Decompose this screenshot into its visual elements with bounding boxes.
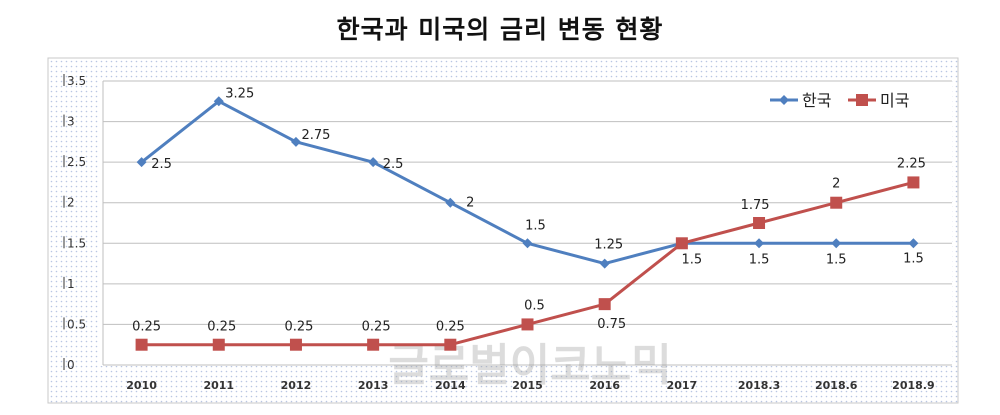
- x-tick-label: 2013: [358, 379, 389, 392]
- data-label: 2: [832, 177, 840, 192]
- data-label: 0.25: [284, 320, 313, 335]
- legend-marker-usa: [856, 94, 868, 106]
- x-tick-label: 2014: [435, 379, 466, 392]
- data-point-korea: [831, 238, 842, 249]
- y-tick-label: 0: [67, 358, 75, 372]
- legend-label: 한국: [802, 91, 831, 110]
- data-point-korea: [368, 157, 379, 168]
- x-tick-label: 2011: [203, 379, 234, 392]
- data-label: 0.25: [436, 320, 465, 335]
- data-point-korea: [213, 96, 224, 107]
- data-label: 1.75: [741, 198, 770, 213]
- data-point-usa: [212, 338, 225, 351]
- data-label: 0.25: [132, 320, 161, 335]
- x-tick-label: 2016: [589, 379, 620, 392]
- y-tick-label: 0.5: [67, 317, 86, 331]
- data-point-usa: [598, 298, 611, 311]
- data-label: 1.25: [594, 238, 623, 253]
- x-tick-label: 2018.3: [738, 379, 780, 392]
- data-label: 1.5: [525, 218, 546, 233]
- data-label: 2: [466, 196, 474, 211]
- data-point-usa: [521, 318, 534, 331]
- data-label: 1.5: [682, 252, 703, 267]
- y-tick-label: 3: [67, 115, 75, 129]
- data-label: 1.5: [749, 252, 770, 267]
- x-tick-label: 2017: [667, 379, 698, 392]
- data-label: 2.75: [301, 128, 330, 143]
- plot-area: [100, 80, 952, 366]
- data-point-usa: [675, 237, 688, 250]
- data-label: 0.5: [524, 298, 545, 313]
- y-tick-label: 1.5: [67, 236, 86, 250]
- legend-label: 미국: [880, 91, 909, 110]
- y-tick-label: 3.5: [67, 74, 86, 88]
- x-tick-label: 2018.6: [815, 379, 858, 392]
- watermark: 글로벌이코노믹: [388, 340, 671, 391]
- data-label: 2.25: [897, 156, 926, 171]
- data-label: 0.25: [362, 320, 391, 335]
- x-tick-label: 2010: [126, 379, 157, 392]
- data-point-usa: [367, 338, 380, 351]
- data-point-usa: [907, 176, 920, 189]
- data-point-usa: [135, 338, 148, 351]
- x-tick-label: 2012: [281, 379, 312, 392]
- data-point-korea: [908, 238, 919, 249]
- data-point-usa: [753, 217, 766, 229]
- x-tick-label: 2015: [512, 379, 543, 392]
- legend-marker-korea: [779, 95, 789, 105]
- y-tick-label: 1: [67, 277, 75, 291]
- data-label: 3.25: [225, 86, 254, 101]
- data-label: 2.5: [151, 157, 172, 172]
- chart-title: 한국과 미국의 금리 변동 현황: [336, 15, 664, 44]
- data-point-korea: [754, 238, 765, 249]
- data-label: 1.5: [903, 251, 924, 266]
- x-tick-label: 2018.9: [892, 379, 934, 392]
- data-point-korea: [522, 238, 533, 249]
- data-label: 0.75: [597, 317, 626, 332]
- data-label: 1.5: [826, 252, 847, 267]
- y-tick-label: 2: [67, 196, 75, 210]
- data-point-usa: [444, 338, 457, 351]
- data-point-korea: [445, 197, 456, 208]
- data-point-korea: [290, 136, 301, 147]
- y-tick-label: 2.5: [67, 155, 86, 169]
- data-point-korea: [599, 258, 610, 269]
- data-point-korea: [136, 157, 147, 168]
- data-label: 0.25: [207, 320, 236, 335]
- data-label: 2.5: [383, 157, 404, 172]
- data-point-usa: [830, 196, 843, 209]
- data-point-usa: [289, 338, 302, 351]
